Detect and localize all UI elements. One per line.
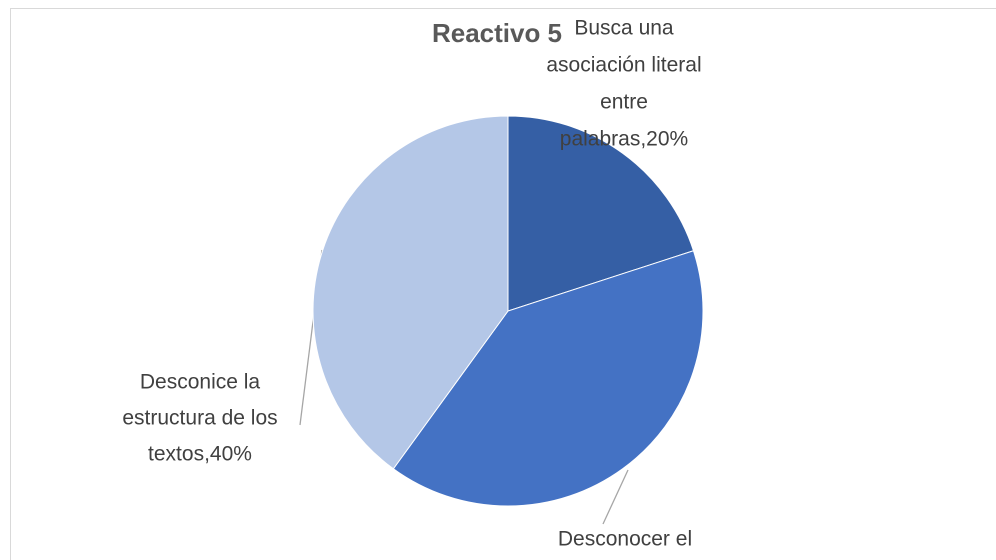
pie-slice — [507, 115, 695, 312]
data-label: textos,40% — [148, 443, 252, 466]
pie-slice — [312, 115, 509, 470]
leader-line — [602, 469, 629, 525]
data-label: estructura de los — [122, 407, 277, 430]
data-label: asociación literal — [546, 54, 701, 77]
pie-slice — [392, 250, 704, 507]
data-label: palabras,20% — [560, 128, 688, 151]
data-label: entre — [600, 91, 648, 114]
data-label: Busca una — [574, 17, 674, 40]
data-label: Desconice la — [140, 371, 261, 394]
chart-title: Reactivo 5 — [432, 18, 562, 48]
data-label: Desconocer el — [558, 528, 692, 551]
